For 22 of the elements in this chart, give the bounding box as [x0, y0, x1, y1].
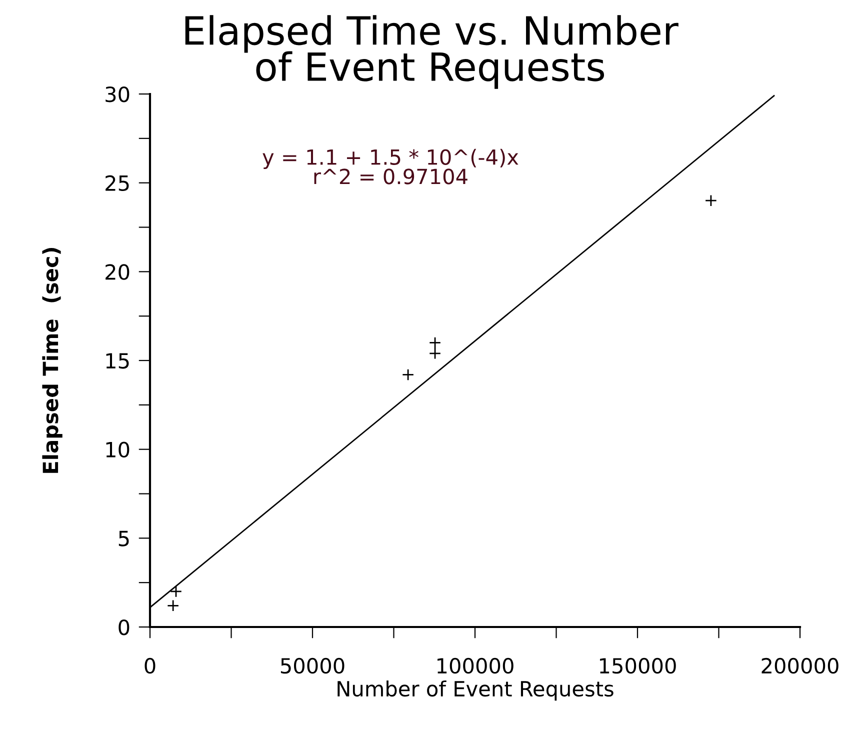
x-axis-title: Number of Event Requests: [338, 680, 614, 701]
x-tick-label: 100000: [438, 658, 514, 674]
y-tick-label: 10: [106, 442, 130, 458]
y-tick-label: 25: [106, 175, 129, 192]
y-tick-label: 5: [118, 530, 129, 546]
point: [167, 600, 180, 612]
point: [170, 585, 182, 598]
y-tick-label: 15: [106, 353, 129, 369]
y-axis-title: Elapsed Time (sec): [42, 248, 62, 473]
annotation: y = 1.1 + 1.5 * 10^(-4)x r^2 = 0.97104: [262, 148, 518, 184]
point: [704, 194, 718, 207]
y-tick-label: 20: [106, 264, 130, 280]
x-tick-label: 200000: [762, 658, 838, 674]
point: [402, 368, 414, 381]
point: [428, 336, 442, 349]
x-tick-label: 150000: [600, 658, 676, 674]
y-tick-label: 30: [106, 86, 130, 102]
point: [428, 347, 442, 360]
x-tick-label: 50000: [280, 658, 344, 674]
y-tick-label: 0: [118, 619, 130, 636]
x-tick-label: 0: [144, 658, 156, 674]
chart-title: Elapsed Time vs. Number of Event Requests: [185, 15, 678, 89]
